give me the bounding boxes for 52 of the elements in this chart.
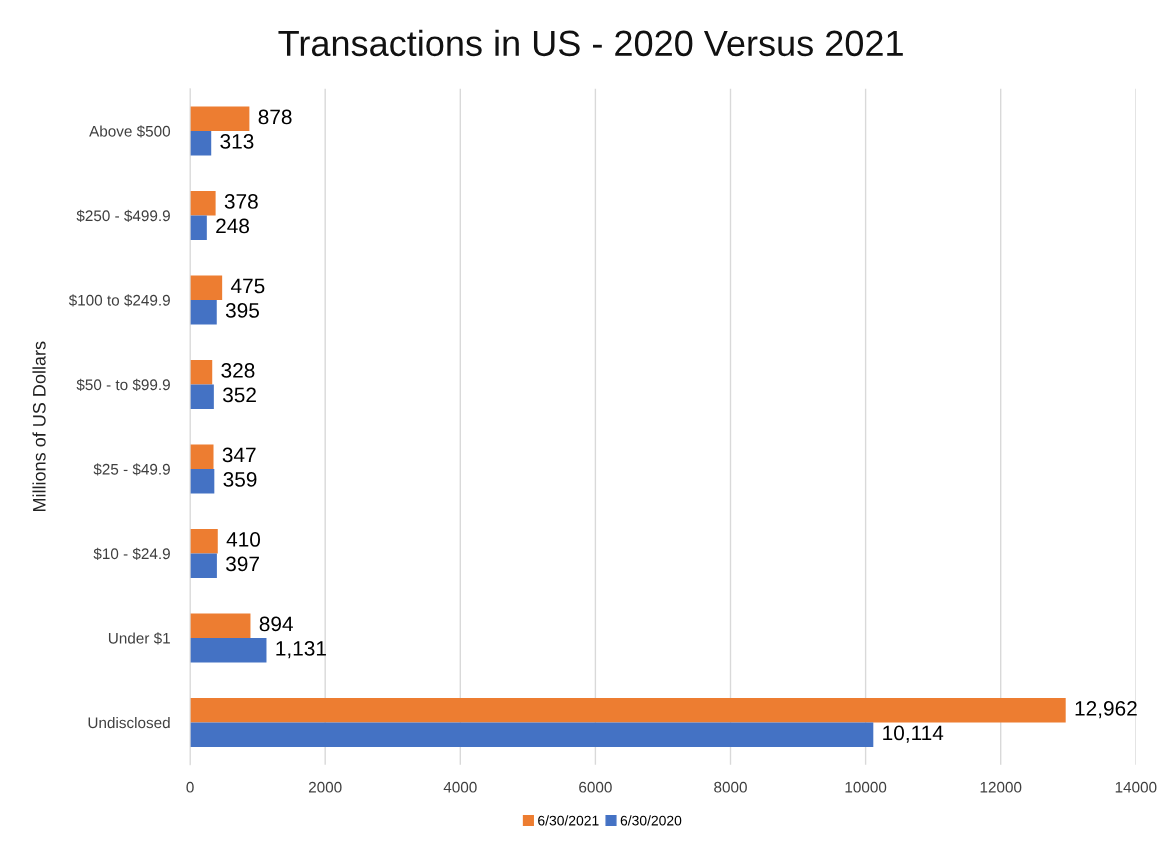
data-label: 410 [226, 532, 261, 547]
y-tick-label: Under $1 [108, 632, 170, 645]
bar [190, 384, 214, 409]
data-label: 475 [230, 278, 265, 294]
data-label: 313 [220, 134, 254, 149]
x-tick-label: 0 [186, 781, 194, 793]
x-tick-label: 10000 [845, 781, 887, 793]
bar [190, 697, 1066, 723]
x-tick-label: 8000 [714, 781, 747, 793]
data-label: 395 [225, 303, 259, 318]
data-label: 378 [224, 194, 258, 209]
bar [190, 637, 267, 663]
data-label: 352 [222, 387, 256, 403]
bar [190, 359, 213, 385]
legend-label: 6/30/2021 [538, 815, 599, 826]
x-tick-label: 2000 [308, 781, 342, 793]
y-tick-label: Above $500 [89, 125, 171, 138]
bar [190, 106, 250, 131]
y-tick-label: $100 to $249.9 [68, 294, 170, 307]
bar [190, 190, 216, 216]
bar [190, 528, 218, 554]
chart-title: Transactions in US - 2020 Versus 2021 [278, 29, 903, 57]
x-tick-label: 4000 [443, 781, 477, 793]
data-label: 397 [226, 556, 259, 572]
bar [190, 275, 223, 300]
legend-label: 6/30/2020 [620, 815, 682, 826]
data-label: 359 [223, 472, 257, 487]
y-tick-label: $10 - $24.9 [93, 547, 170, 561]
x-tick-label: 12000 [980, 781, 1022, 793]
bar [190, 299, 217, 325]
data-label: 894 [259, 616, 293, 632]
data-label: 1,131 [276, 641, 326, 659]
data-label: 328 [221, 363, 255, 378]
bar [190, 468, 215, 494]
bar [190, 130, 212, 156]
bar [190, 722, 874, 747]
y-tick-label: $250 - $499.9 [76, 209, 170, 223]
bar [190, 613, 251, 638]
data-label: 248 [216, 218, 250, 234]
y-axis-title: Millions of US Dollars [32, 341, 46, 512]
y-tick-label: $25 - $49.9 [93, 463, 170, 476]
data-label: 347 [222, 447, 256, 463]
data-label: 12,962 [1075, 701, 1137, 719]
bar [190, 215, 207, 240]
data-label: 10,114 [883, 725, 944, 743]
x-tick-label: 6000 [579, 781, 612, 793]
y-tick-label: $50 - to $99.9 [76, 378, 170, 392]
bar [190, 444, 214, 469]
data-label: 878 [258, 109, 292, 125]
bar [190, 553, 217, 578]
y-tick-label: Undisclosed [88, 716, 170, 729]
x-tick-label: 14000 [1115, 781, 1157, 793]
